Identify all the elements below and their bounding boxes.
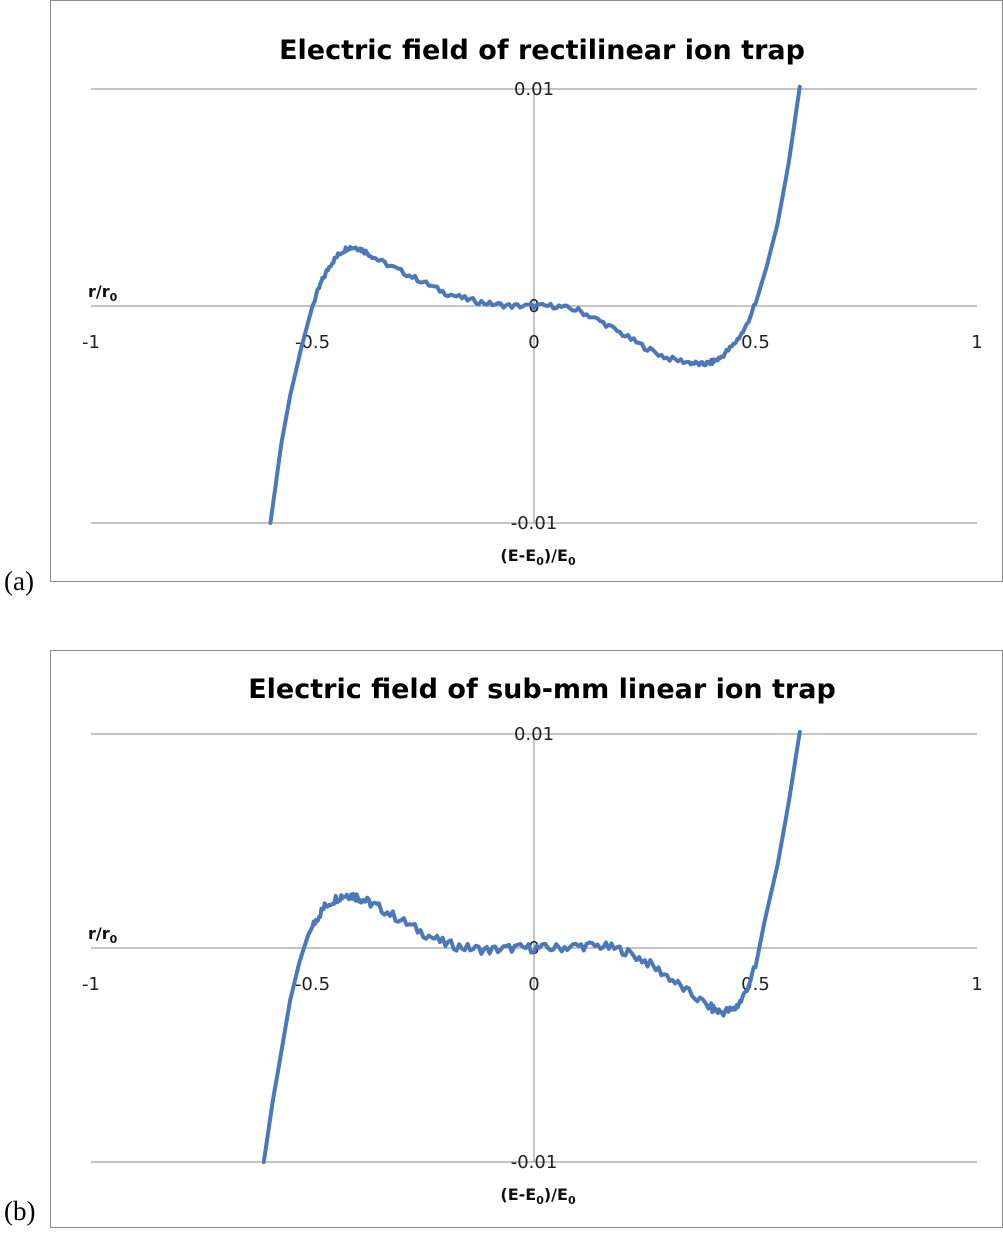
x-tick-label: 1 bbox=[971, 974, 982, 995]
y-tick-label: 0.01 bbox=[514, 724, 554, 745]
x-tick-label: -1 bbox=[82, 974, 100, 995]
chart-b-frame: Electric field of sub-mm linear ion trap… bbox=[50, 650, 1003, 1228]
chart-a: Electric field of rectilinear ion trap 0.… bbox=[82, 35, 983, 568]
y-axis-label: r/r0 bbox=[88, 282, 118, 304]
series-line bbox=[261, 729, 802, 1164]
x-axis-label: (E-E0)/E0 bbox=[500, 546, 576, 568]
chart-b: Electric field of sub-mm linear ion trap… bbox=[82, 674, 983, 1207]
y-axis-label: r/r0 bbox=[88, 924, 118, 946]
series-line bbox=[268, 84, 802, 525]
chart-title: Electric field of sub-mm linear ion trap bbox=[248, 674, 836, 705]
x-axis-label: (E-E0)/E0 bbox=[500, 1185, 576, 1207]
panel-label-b: (b) bbox=[4, 1196, 36, 1226]
chart-a-frame: Electric field of rectilinear ion trap 0.… bbox=[50, 0, 1003, 582]
x-tick-label: 1 bbox=[971, 332, 982, 353]
chart-title: Electric field of rectilinear ion trap bbox=[279, 35, 805, 66]
y-tick-label: -0.01 bbox=[511, 1152, 558, 1173]
y-tick-label: 0.01 bbox=[514, 79, 554, 100]
y-tick-label: -0.01 bbox=[511, 513, 558, 534]
x-tick-label: 0 bbox=[528, 974, 539, 995]
x-tick-label: -0.5 bbox=[295, 974, 330, 995]
x-tick-label: 0 bbox=[528, 332, 539, 353]
x-tick-label: 0.5 bbox=[741, 332, 770, 353]
x-tick-label: -1 bbox=[82, 332, 100, 353]
panel-label-a: (a) bbox=[4, 566, 34, 596]
